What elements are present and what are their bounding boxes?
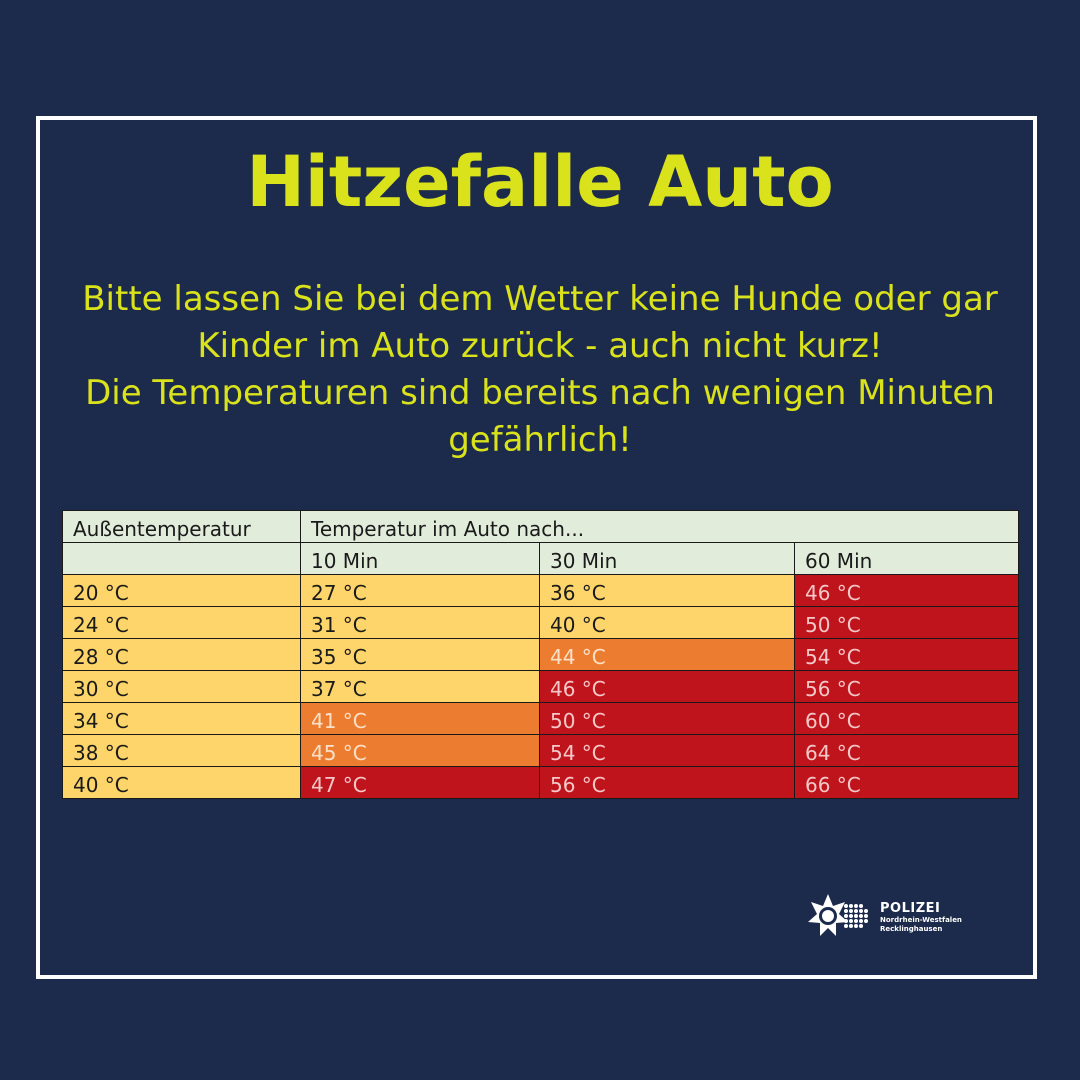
car-temp-cell: 56 °C bbox=[793, 670, 1020, 703]
car-temp-cell: 50 °C bbox=[539, 702, 795, 735]
outside-temp-cell: 20 °C bbox=[62, 574, 301, 607]
car-temp-cell: 41 °C bbox=[300, 702, 540, 735]
header-empty-cell bbox=[62, 542, 301, 575]
car-temp-cell: 66 °C bbox=[793, 766, 1020, 799]
outside-temp-cell: 24 °C bbox=[62, 606, 301, 639]
outside-temp-cell: 34 °C bbox=[62, 702, 301, 735]
table-row: 38 °C 45 °C 54 °C 64 °C bbox=[62, 734, 1020, 767]
header-outside-temp: Außentemperatur bbox=[62, 510, 301, 543]
message-line: Kinder im Auto zurück - auch nicht kurz! bbox=[197, 326, 883, 366]
outside-temp-cell: 30 °C bbox=[62, 670, 301, 703]
car-temp-cell: 27 °C bbox=[300, 574, 540, 607]
car-temp-cell: 64 °C bbox=[793, 734, 1020, 767]
car-temp-cell: 56 °C bbox=[539, 766, 795, 799]
car-temp-cell: 50 °C bbox=[793, 606, 1020, 639]
header-inside-temp: Temperatur im Auto nach... bbox=[299, 510, 1020, 543]
table-row: 40 °C 47 °C 56 °C 66 °C bbox=[62, 766, 1020, 799]
table-row: 28 °C 35 °C 44 °C 54 °C bbox=[62, 638, 1020, 671]
table-row: 24 °C 31 °C 40 °C 50 °C bbox=[62, 606, 1020, 639]
car-temp-cell: 46 °C bbox=[793, 574, 1020, 607]
outside-temp-cell: 38 °C bbox=[62, 734, 301, 767]
table-row: 30 °C 37 °C 46 °C 56 °C bbox=[62, 670, 1020, 703]
logo-city: Recklinghausen bbox=[880, 924, 943, 933]
car-temp-cell: 36 °C bbox=[539, 574, 795, 607]
header-time: 10 Min bbox=[300, 542, 540, 575]
message-line: Bitte lassen Sie bei dem Wetter keine Hu… bbox=[82, 279, 998, 319]
outside-temp-cell: 40 °C bbox=[62, 766, 301, 799]
car-temp-cell: 37 °C bbox=[300, 670, 540, 703]
car-temp-cell: 54 °C bbox=[539, 734, 795, 767]
police-logo: POLIZEI Nordrhein-Westfalen Recklinghaus… bbox=[806, 892, 962, 942]
police-star-icon bbox=[808, 894, 868, 936]
header-time: 60 Min bbox=[793, 542, 1020, 575]
car-temp-cell: 35 °C bbox=[300, 638, 540, 671]
table-body: 20 °C 27 °C 36 °C 46 °C 24 °C 31 °C 40 °C 50 °C… bbox=[62, 574, 1020, 799]
table-subheader-row: 10 Min 30 Min 60 Min bbox=[62, 542, 1020, 575]
message-line: Die Temperaturen sind bereits nach wenig… bbox=[85, 373, 995, 413]
page-title: Hitzefalle Auto bbox=[246, 141, 834, 223]
car-temp-cell: 46 °C bbox=[539, 670, 795, 703]
table-row: 20 °C 27 °C 36 °C 46 °C bbox=[62, 574, 1020, 607]
logo-state: Nordrhein-Westfalen bbox=[880, 915, 962, 924]
table-row: 34 °C 41 °C 50 °C 60 °C bbox=[62, 702, 1020, 735]
car-temp-cell: 45 °C bbox=[300, 734, 540, 767]
header-time: 30 Min bbox=[539, 542, 795, 575]
logo-name: POLIZEI bbox=[880, 900, 941, 916]
car-temp-cell: 40 °C bbox=[539, 606, 795, 639]
car-temp-cell: 54 °C bbox=[793, 638, 1020, 671]
white-frame bbox=[36, 116, 1037, 979]
car-temp-cell: 60 °C bbox=[793, 702, 1020, 735]
car-temp-cell: 44 °C bbox=[539, 638, 795, 671]
car-temp-cell: 31 °C bbox=[300, 606, 540, 639]
car-temp-cell: 47 °C bbox=[300, 766, 540, 799]
warning-message: Bitte lassen Sie bei dem Wetter keine Hu… bbox=[40, 276, 1040, 464]
table-header-row: Außentemperatur Temperatur im Auto nach.… bbox=[62, 510, 1020, 543]
message-line: gefährlich! bbox=[448, 420, 632, 460]
outside-temp-cell: 28 °C bbox=[62, 638, 301, 671]
temperature-table: Außentemperatur Temperatur im Auto nach.… bbox=[62, 510, 1020, 799]
